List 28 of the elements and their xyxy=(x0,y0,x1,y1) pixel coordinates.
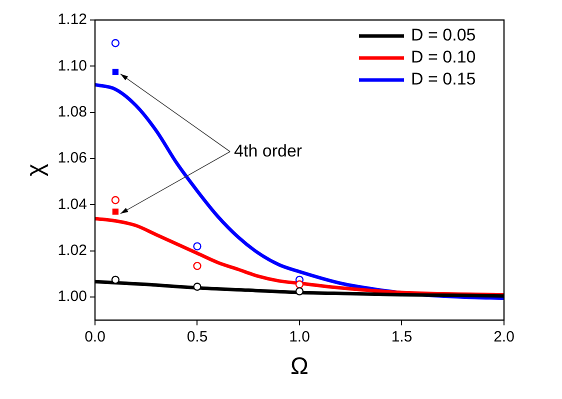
point xyxy=(111,38,120,48)
point xyxy=(111,196,120,204)
x-tick-label: 0.5 xyxy=(186,328,208,346)
point xyxy=(193,262,202,270)
x-tick-label: 2.0 xyxy=(494,328,514,346)
annotation: 4th order xyxy=(234,141,302,160)
legend-label: D = 0.15 xyxy=(411,70,476,89)
point xyxy=(295,287,304,296)
legend-label: D = 0.05 xyxy=(411,26,476,45)
y-tick-label: 1.12 xyxy=(58,11,87,28)
point xyxy=(295,280,304,289)
legend-label: D = 0.10 xyxy=(411,48,476,67)
point xyxy=(193,282,202,291)
point xyxy=(111,276,120,284)
point xyxy=(112,68,119,76)
y-tick-label: 1.06 xyxy=(58,150,87,167)
point xyxy=(193,242,202,250)
point xyxy=(112,208,119,215)
y-tick-label: 1.00 xyxy=(58,288,87,306)
y-tick-label: 1.04 xyxy=(58,196,87,213)
x-tick-label: 0.0 xyxy=(84,328,106,346)
x-tick-label: 1.5 xyxy=(391,328,412,346)
x-axis-title: Ω xyxy=(290,353,308,380)
y-tick-label: 1.10 xyxy=(58,57,87,74)
y-tick-label: 1.02 xyxy=(58,242,87,260)
y-tick-label: 1.08 xyxy=(58,104,87,121)
y-axis-title: χ xyxy=(22,163,50,176)
x-tick-label: 1.0 xyxy=(289,328,310,346)
